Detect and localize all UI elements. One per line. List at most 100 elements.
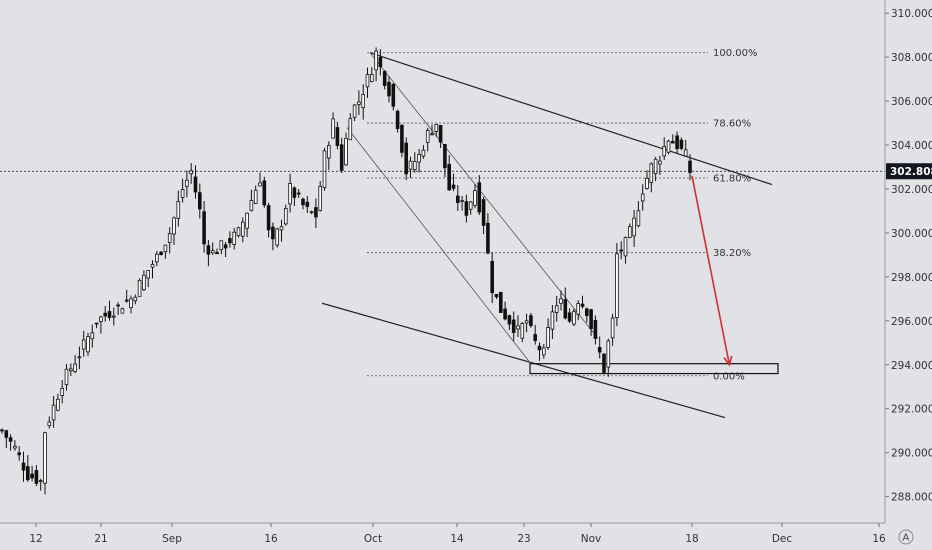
- candle: [464, 194, 469, 223]
- candle-body-up: [163, 244, 168, 253]
- candle: [116, 302, 120, 316]
- candle-body-down: [206, 245, 211, 255]
- candle: [163, 244, 168, 259]
- candle: [331, 112, 335, 139]
- time-tick-label: 16: [872, 533, 886, 545]
- candle-body-up: [253, 189, 258, 205]
- candle-body-down: [537, 345, 542, 351]
- candle: [369, 67, 374, 83]
- candle: [567, 308, 572, 324]
- upper-resistance-line: [369, 52, 773, 186]
- candle-body-down: [391, 83, 396, 107]
- candle-body-down: [8, 437, 13, 442]
- candle-body-up: [653, 158, 658, 174]
- candle-body-down: [94, 322, 99, 325]
- candle-body-up: [550, 311, 555, 330]
- current-price-badge: [886, 163, 932, 180]
- candle: [653, 156, 658, 182]
- candle-body-up: [279, 226, 284, 231]
- candle: [468, 200, 473, 215]
- candle-body-down: [215, 251, 219, 255]
- candle-body-up: [154, 253, 159, 263]
- candle-body-down: [438, 125, 443, 143]
- candle: [593, 315, 598, 345]
- candle-body-down: [675, 135, 679, 150]
- candle-body-down: [25, 466, 30, 481]
- candle: [142, 270, 146, 291]
- candle: [17, 446, 21, 461]
- candle: [683, 139, 688, 157]
- candle: [460, 195, 464, 211]
- candle: [189, 163, 194, 184]
- candle-body-up: [60, 387, 64, 397]
- candle: [236, 226, 241, 238]
- candle: [494, 293, 499, 300]
- candle-body-up: [460, 200, 464, 203]
- time-tick-label: 12: [29, 533, 42, 545]
- price-tick-label: 308.000: [891, 52, 932, 64]
- candle-body-up: [408, 160, 413, 170]
- candle: [640, 184, 645, 211]
- candle-body-down: [593, 319, 598, 339]
- candle: [455, 185, 460, 211]
- candle-body-down: [679, 139, 684, 149]
- candle: [688, 154, 692, 181]
- candle-body-down: [124, 299, 129, 302]
- candle: [180, 178, 185, 203]
- candle-body-down: [533, 334, 537, 341]
- candle-body-up: [576, 303, 580, 315]
- candle-body-up: [185, 179, 189, 187]
- candle: [185, 170, 189, 198]
- candle: [34, 465, 39, 487]
- candle-body-up: [430, 133, 434, 136]
- candle-body-down: [585, 308, 589, 316]
- candle: [215, 248, 219, 255]
- candle-body-down: [305, 201, 310, 208]
- candle: [679, 137, 684, 151]
- candle: [451, 173, 456, 192]
- candle: [146, 270, 151, 288]
- candle: [296, 189, 301, 198]
- candle: [159, 251, 163, 256]
- candle: [335, 121, 340, 150]
- fib-level-label: 78.60%: [713, 119, 751, 130]
- candle-body-up: [610, 317, 615, 339]
- candle: [240, 217, 245, 243]
- price-axis-background: [885, 0, 932, 550]
- candle: [275, 227, 279, 248]
- candle: [154, 251, 159, 267]
- candle-body-up: [649, 163, 654, 183]
- candle-body-up: [606, 340, 611, 368]
- candle: [129, 295, 133, 314]
- candle: [150, 260, 155, 279]
- candle-body-up: [683, 149, 688, 157]
- candle-body-up: [142, 274, 146, 291]
- candle: [481, 196, 486, 235]
- candle: [4, 429, 9, 448]
- price-tick-label: 302.000: [891, 184, 932, 196]
- candle-body-up: [81, 339, 86, 350]
- candle: [223, 241, 228, 258]
- candle-body-down: [567, 312, 572, 322]
- candle: [623, 236, 628, 264]
- price-tick-label: 298.000: [891, 272, 932, 284]
- time-tick-label: Sep: [162, 533, 182, 545]
- tradingview-logo: A: [898, 529, 914, 545]
- candle-body-up: [309, 211, 314, 214]
- candle-body-down: [589, 309, 593, 329]
- candle: [585, 307, 589, 323]
- candle: [232, 228, 237, 250]
- candle-body-up: [636, 210, 641, 227]
- time-tick-label: 21: [94, 533, 107, 545]
- candle: [391, 83, 396, 111]
- candle: [649, 162, 654, 193]
- candle: [546, 318, 550, 350]
- candle-body-up: [99, 316, 103, 323]
- candle: [348, 113, 353, 141]
- candle: [309, 210, 314, 215]
- candle: [387, 76, 391, 103]
- candle: [404, 137, 408, 181]
- candle-body-up: [210, 250, 215, 254]
- fib-level-label: 100.00%: [713, 48, 758, 59]
- candle-body-up: [172, 217, 176, 235]
